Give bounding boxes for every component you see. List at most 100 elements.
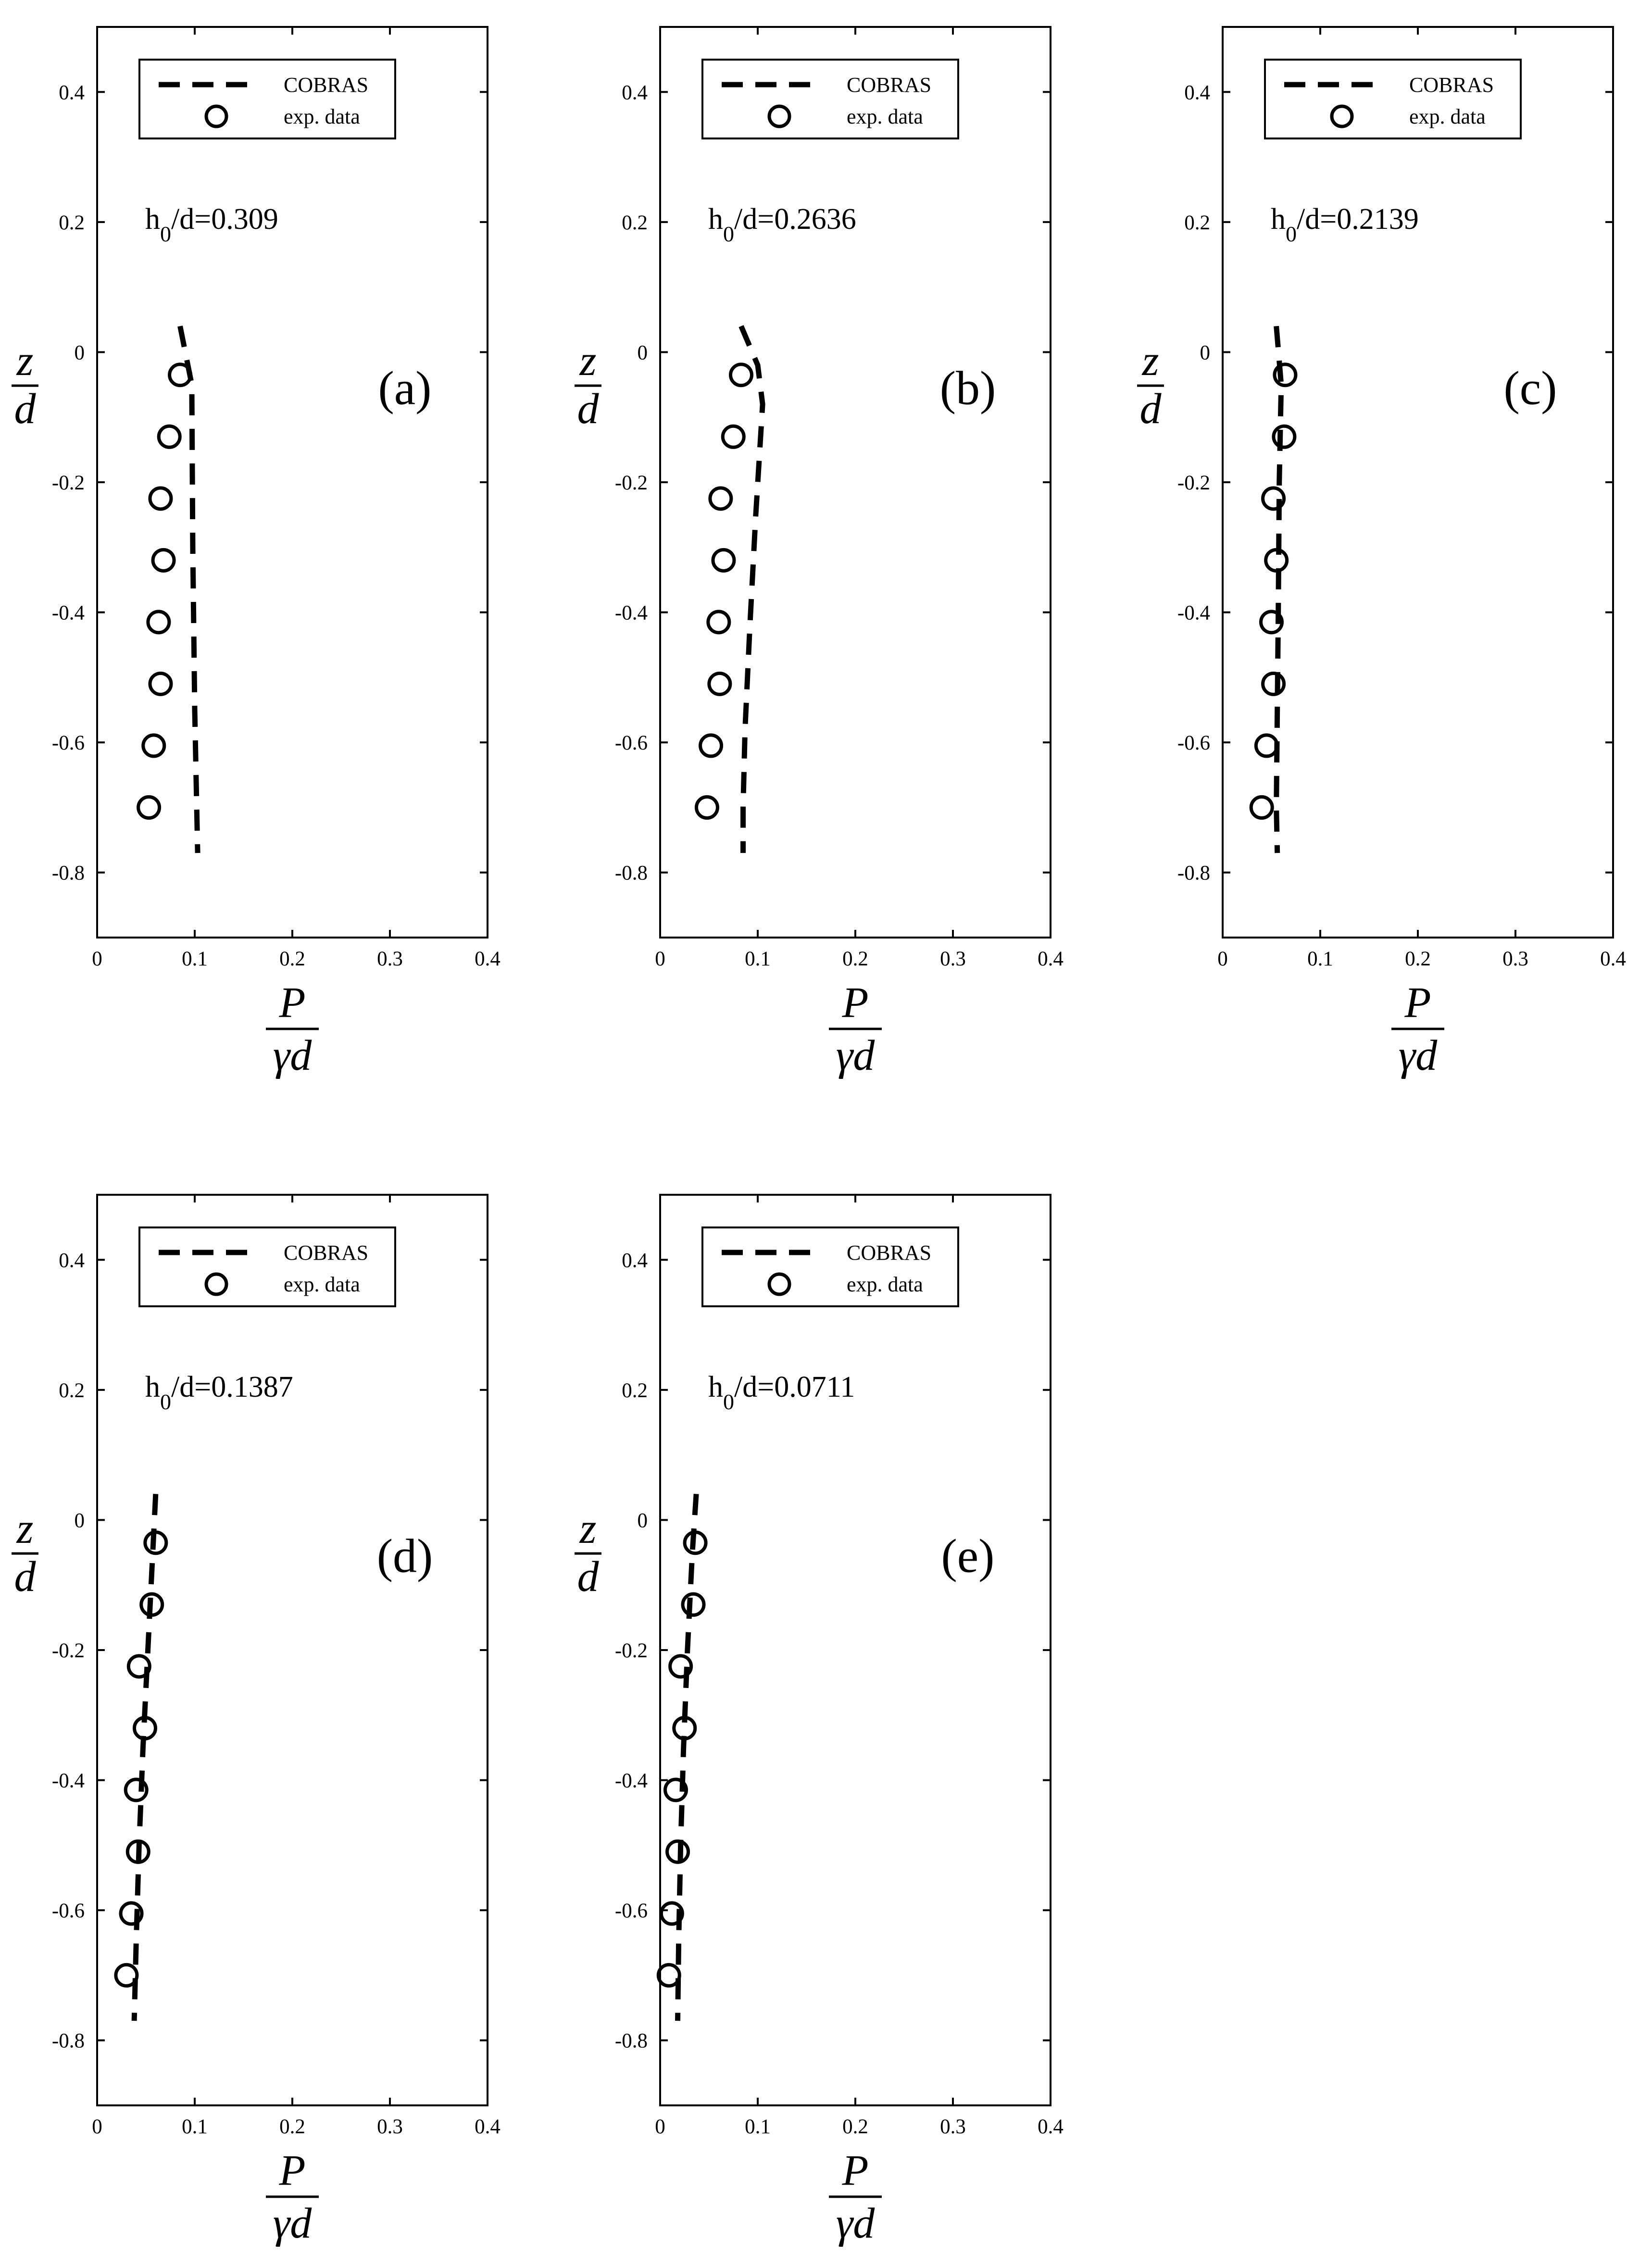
y-axis-denominator: d [577,385,600,433]
y-axis-label: zd [12,337,38,433]
x-axis-numerator: P [279,2147,306,2194]
exp-data-point [125,1839,150,1864]
exp-data-point [1254,733,1279,758]
legend-exp-swatch [204,104,228,128]
x-axis-numerator: P [279,979,306,1026]
legend-exp-swatch [767,104,791,128]
exp-data-point [137,795,162,820]
y-tick-label: 0.2 [59,1379,85,1402]
exp-data-point [1261,671,1286,696]
y-tick-label: -0.2 [615,472,648,494]
legend-cobras-label: COBRAS [847,73,931,97]
h0-subscript: 0 [1286,222,1297,246]
legend-exp-label: exp. data [847,1273,923,1296]
y-axis-denominator: d [577,1553,600,1601]
y-tick-label: -0.6 [615,1900,648,1922]
y-tick-label: 0 [638,341,648,364]
h0-base: h [708,203,723,236]
x-tick-label: 0.2 [842,2115,868,2138]
y-tick-label: -0.6 [52,1900,85,1922]
x-tick-label: 0.3 [1502,948,1528,970]
legend-cobras-label: COBRAS [284,1241,368,1264]
y-tick-label: 0.4 [59,81,85,104]
y-tick-label: -0.4 [1177,602,1210,625]
panel-label: (d) [377,1529,433,1583]
y-tick-label: 0 [638,1509,648,1532]
exp-data-point [168,363,193,388]
x-tick-label: 0.4 [1600,948,1626,970]
x-axis-numerator: P [842,2147,869,2194]
exp-data-point [146,610,171,635]
y-axis-denominator: d [14,1553,37,1601]
x-axis-numerator: P [1404,979,1431,1026]
exp-data-point [1261,486,1286,511]
y-tick-label: -0.8 [52,2030,85,2052]
h0-subscript: 0 [160,222,171,246]
exp-data-point [119,1901,144,1926]
x-tick-label: 0.4 [475,948,501,970]
exp-data-point [706,610,731,635]
panel-label: (c) [1504,362,1557,415]
y-tick-label: -0.2 [52,1639,85,1662]
x-axis-label: Pγd [829,2147,882,2247]
chart-panel-1: 0 0.1 0.2 0.3 0.4 -0.8 -0.6 -0.4 -0.2 0 0.2 0.4 Pγd z… [12,26,501,1079]
y-tick-label: -0.6 [1177,732,1210,754]
legend-box [138,59,396,139]
legend-box [701,59,959,139]
y-tick-label: 0.2 [622,212,648,234]
y-tick-label: -0.6 [52,732,85,754]
exp-data-point [668,1654,693,1679]
x-tick-label: 0.2 [842,948,868,970]
y-tick-label: 0 [1200,341,1211,364]
exp-data-point [659,1901,684,1926]
h0-base: h [145,1371,160,1403]
x-axis-denominator: γd [273,2200,312,2247]
exp-data-point [711,548,736,573]
x-tick-label: 0.3 [377,2115,403,2138]
y-tick-label: -0.8 [615,2030,648,2052]
exp-data-point [694,795,719,820]
x-tick-label: 0 [655,2115,665,2138]
legend-exp-label: exp. data [284,1273,360,1296]
h0-base: h [1271,203,1286,236]
y-tick-label: -0.8 [615,862,648,885]
panel-label: (e) [941,1529,995,1583]
plot-frame [96,1194,488,2106]
x-tick-label: 0 [1217,948,1228,970]
h0-annotation: h0/d=0.2636 [708,203,856,246]
exp-data-point [143,1530,168,1555]
legend-exp-label: exp. data [847,105,923,128]
exp-data-point [151,548,176,573]
y-axis-label: zd [575,337,601,433]
series-cobras-line [738,325,765,853]
h0-annotation: h0/d=0.2139 [1271,203,1419,246]
exp-data-point [124,1777,149,1802]
legend: COBRAS exp. data [138,1226,396,1307]
y-axis-numerator: z [1141,337,1159,385]
legend: COBRAS exp. data [701,1226,959,1307]
exp-data-point [699,733,724,758]
h0-value: /d=0.309 [171,203,278,236]
x-tick-label: 0.4 [475,2115,501,2138]
exp-data-point [1273,363,1298,388]
h0-value: /d=0.1387 [171,1371,293,1403]
y-tick-label: -0.4 [52,1770,85,1792]
h0-annotation: h0/d=0.1387 [145,1371,293,1414]
x-axis-denominator: γd [836,2200,875,2247]
legend: COBRAS exp. data [1264,59,1522,139]
x-axis-denominator: γd [836,1032,875,1079]
x-tick-label: 0.1 [745,2115,771,2138]
exp-data-point [141,733,166,758]
h0-value: /d=0.0711 [734,1371,855,1403]
x-tick-label: 0 [92,2115,102,2138]
y-axis-label: zd [575,1505,601,1601]
y-tick-label: -0.4 [615,1770,648,1792]
legend-exp-swatch [767,1272,791,1296]
y-tick-label: 0.4 [59,1249,85,1272]
exp-data-point [728,363,753,388]
x-tick-label: 0.2 [1405,948,1431,970]
h0-subscript: 0 [160,1389,171,1414]
panel-label: (b) [940,362,996,415]
y-axis-denominator: d [14,385,37,433]
